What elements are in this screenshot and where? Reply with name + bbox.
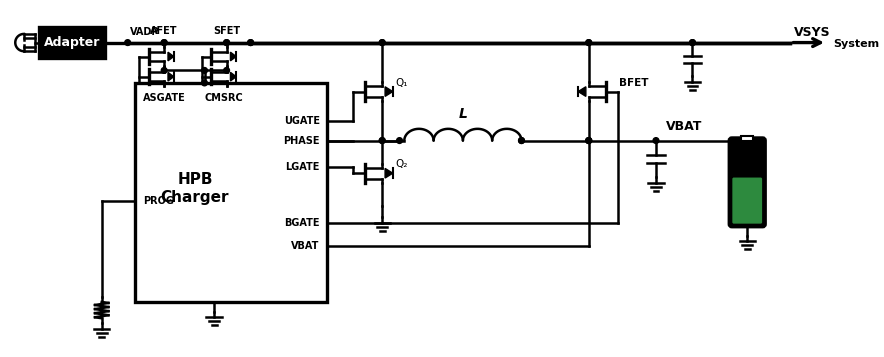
Circle shape bbox=[519, 138, 524, 144]
Text: AFET: AFET bbox=[150, 26, 178, 36]
Text: SFET: SFET bbox=[213, 26, 240, 36]
Text: VSYS: VSYS bbox=[795, 26, 831, 39]
Text: HPB
Charger: HPB Charger bbox=[161, 172, 229, 205]
Circle shape bbox=[161, 67, 167, 73]
Text: System: System bbox=[834, 40, 880, 50]
FancyBboxPatch shape bbox=[741, 136, 753, 141]
Polygon shape bbox=[231, 52, 236, 61]
Text: Q₁: Q₁ bbox=[396, 78, 408, 88]
Text: L: L bbox=[459, 107, 468, 121]
Circle shape bbox=[690, 40, 696, 45]
Text: Adapter: Adapter bbox=[43, 36, 100, 49]
Text: PROG: PROG bbox=[143, 196, 174, 206]
Text: Q₂: Q₂ bbox=[396, 159, 408, 169]
Circle shape bbox=[379, 40, 385, 45]
Circle shape bbox=[379, 138, 385, 144]
Text: VBAT: VBAT bbox=[292, 241, 320, 251]
Circle shape bbox=[586, 138, 591, 144]
Polygon shape bbox=[168, 52, 174, 61]
Circle shape bbox=[586, 40, 591, 45]
FancyBboxPatch shape bbox=[135, 83, 327, 302]
FancyBboxPatch shape bbox=[729, 138, 766, 227]
Circle shape bbox=[653, 138, 659, 144]
Polygon shape bbox=[385, 87, 392, 96]
Text: PHASE: PHASE bbox=[283, 136, 320, 146]
Circle shape bbox=[224, 40, 230, 45]
Text: BGATE: BGATE bbox=[285, 218, 320, 228]
Text: CMSRC: CMSRC bbox=[204, 93, 243, 103]
Circle shape bbox=[397, 138, 402, 144]
Circle shape bbox=[125, 40, 131, 45]
Text: LGATE: LGATE bbox=[286, 162, 320, 172]
Circle shape bbox=[586, 138, 591, 144]
Polygon shape bbox=[231, 72, 236, 81]
Circle shape bbox=[519, 138, 524, 144]
Text: ASGATE: ASGATE bbox=[143, 93, 186, 103]
Circle shape bbox=[248, 40, 254, 45]
Circle shape bbox=[224, 40, 230, 45]
Circle shape bbox=[161, 40, 167, 45]
Polygon shape bbox=[168, 72, 174, 81]
Circle shape bbox=[586, 40, 591, 45]
Circle shape bbox=[202, 80, 208, 86]
Text: VADP: VADP bbox=[130, 27, 159, 37]
Polygon shape bbox=[385, 169, 392, 178]
Circle shape bbox=[379, 138, 385, 144]
Circle shape bbox=[379, 40, 385, 45]
FancyBboxPatch shape bbox=[39, 27, 104, 58]
Polygon shape bbox=[578, 87, 586, 96]
Circle shape bbox=[586, 138, 591, 144]
Text: UGATE: UGATE bbox=[284, 116, 320, 126]
FancyBboxPatch shape bbox=[732, 177, 762, 223]
Text: BFET: BFET bbox=[620, 78, 649, 88]
Circle shape bbox=[161, 40, 167, 45]
Circle shape bbox=[202, 67, 208, 73]
Circle shape bbox=[248, 40, 254, 45]
Circle shape bbox=[690, 40, 696, 45]
Text: VBAT: VBAT bbox=[666, 120, 702, 133]
Circle shape bbox=[224, 67, 230, 73]
